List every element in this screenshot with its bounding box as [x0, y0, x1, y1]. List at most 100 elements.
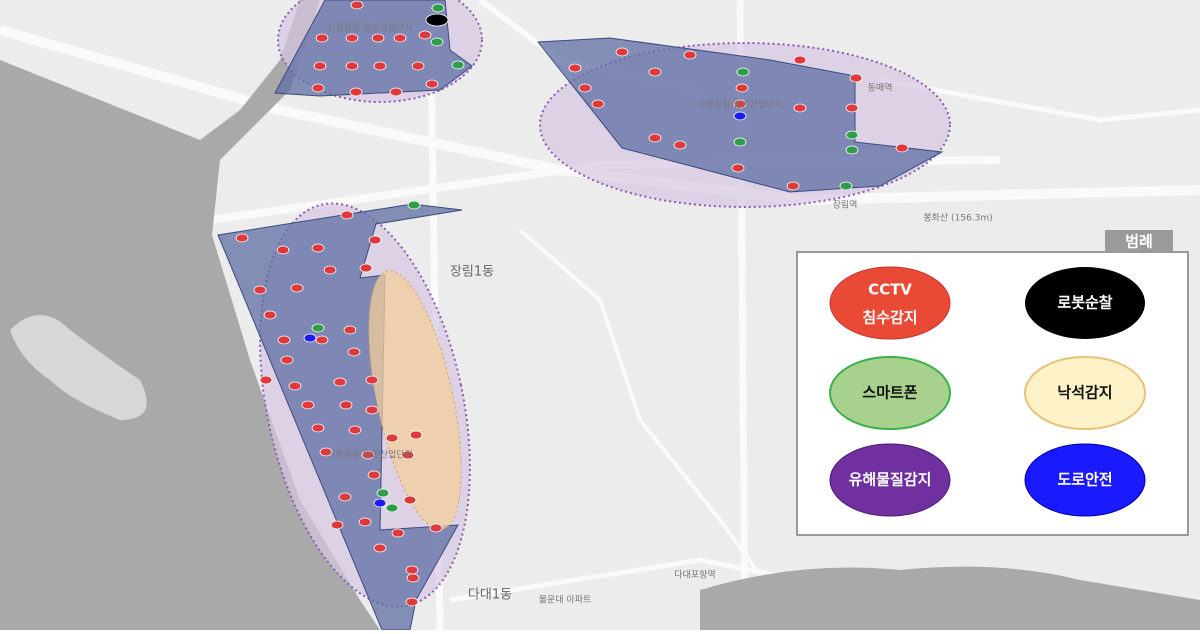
- sensor-dot: [673, 140, 687, 150]
- sensor-dot: [373, 61, 387, 71]
- map-label: 장림역: [833, 199, 858, 211]
- sensor-dot: [405, 597, 419, 607]
- sensor-dot: [371, 33, 385, 43]
- legend: 범례 CCTV 침수감지 로봇순찰 스마트폰 낙석감지 유해물질감지 도로안전: [796, 230, 1189, 536]
- sensor-dot: [735, 83, 749, 93]
- map-label: 몰운대 아파트: [539, 595, 592, 606]
- sensor-dot: [568, 63, 582, 73]
- sensor-dot: [451, 60, 465, 70]
- sensor-dot: [839, 181, 853, 191]
- sensor-dot: [425, 79, 439, 89]
- map-label: 신평장림 일반산업단지: [327, 22, 413, 34]
- sensor-dot: [845, 130, 859, 140]
- sensor-dot: [615, 47, 629, 57]
- legend-swatch: [1025, 267, 1145, 339]
- sensor-dot: [411, 61, 425, 71]
- map-label: 신평장림 일반산업단지: [697, 99, 783, 111]
- map-label: 다대1동: [468, 588, 512, 603]
- sensor-dot: [429, 523, 443, 533]
- sensor-dot: [235, 233, 249, 243]
- sensor-dot: [263, 310, 277, 320]
- sensor-dot: [648, 133, 662, 143]
- sensor-dot: [338, 492, 352, 502]
- legend-swatch: [1024, 443, 1146, 517]
- sensor-dot: [793, 55, 807, 65]
- water: [700, 566, 1200, 630]
- legend-label: 로봇순찰: [1057, 294, 1112, 312]
- legend-label: 침수감지: [862, 309, 917, 327]
- sensor-dot: [895, 143, 909, 153]
- sensor-dot: [323, 265, 337, 275]
- sensor-dot: [733, 99, 747, 109]
- sensor-dot: [406, 573, 420, 583]
- sensor-dot: [849, 73, 863, 83]
- sensor-dot: [345, 61, 359, 71]
- sensor-dot: [365, 405, 379, 415]
- sensor-dot: [358, 517, 372, 527]
- sensor-dot: [430, 37, 444, 47]
- map-label: 다대포항역: [674, 570, 715, 581]
- legend-swatch: [829, 443, 951, 517]
- sensor-dot: [277, 335, 291, 345]
- sensor-dot: [845, 103, 859, 113]
- sensor-dot: [431, 3, 445, 13]
- map-label: 장림1동: [450, 265, 494, 280]
- legend-swatch: [829, 356, 951, 430]
- sensor-dot: [340, 210, 354, 220]
- sensor-dot: [333, 377, 347, 387]
- sensor-dot: [683, 50, 697, 60]
- legend-label: CCTV: [868, 281, 912, 299]
- map-label: 신평장림 일반산업단지: [327, 449, 413, 461]
- sensor-dot: [311, 243, 325, 253]
- legend-swatch: [829, 266, 951, 340]
- sensor-dot: [330, 520, 344, 530]
- legend-label: 스마트폰: [862, 384, 917, 402]
- legend-tab: [1105, 230, 1173, 254]
- sensor-dot: [401, 450, 415, 460]
- sensor-dot: [733, 111, 747, 121]
- sensor-dot: [288, 381, 302, 391]
- sensor-dot: [591, 99, 605, 109]
- sensor-dot: [339, 400, 353, 410]
- legend-title: 범례: [1125, 233, 1153, 251]
- sensor-dot: [407, 200, 421, 210]
- sensor-dot: [418, 30, 432, 40]
- sensor-dot: [301, 400, 315, 410]
- sensor-dot: [648, 67, 662, 77]
- sensor-dot: [349, 87, 363, 97]
- sensor-dot: [389, 87, 403, 97]
- sensor-dot: [578, 83, 592, 93]
- sensor-dot: [736, 67, 750, 77]
- map-labels: 신평장림 일반산업단지 신평장림 일반산업단지 신평장림 일반산업단지 장림1동…: [327, 22, 992, 606]
- map-label: 동매역: [868, 83, 893, 94]
- sensor-dot: [347, 347, 361, 357]
- sensor-dot: [385, 503, 399, 513]
- sensor-dot: [733, 137, 747, 147]
- sensor-dot: [253, 285, 267, 295]
- sensor-dot: [319, 447, 333, 457]
- legend-label: 낙석감지: [1057, 384, 1112, 402]
- sensor-dot: [361, 450, 375, 460]
- sensor-dot: [385, 433, 399, 443]
- sensor-dot: [365, 375, 379, 385]
- sensor-dot: [786, 181, 800, 191]
- sensor-dot: [403, 495, 417, 505]
- sensor-dot: [315, 335, 329, 345]
- sensor-dot: [376, 488, 390, 498]
- sensor-dot: [367, 470, 381, 480]
- sensor-dot: [425, 13, 449, 27]
- sensor-dot: [359, 263, 373, 273]
- sensor-dot: [345, 33, 359, 43]
- sensor-dot: [280, 355, 294, 365]
- map-label: 봉화산 (156.3m): [923, 213, 992, 224]
- sensor-dot: [373, 498, 387, 508]
- sensor-dot: [845, 145, 859, 155]
- sensor-dot: [393, 33, 407, 43]
- sensor-dot: [409, 430, 423, 440]
- sensor-dot: [350, 0, 364, 10]
- island: [10, 315, 147, 420]
- sensor-dot: [391, 528, 405, 538]
- sensor-dot: [373, 543, 387, 553]
- legend-swatch: [1024, 356, 1146, 430]
- sensor-dot: [290, 283, 304, 293]
